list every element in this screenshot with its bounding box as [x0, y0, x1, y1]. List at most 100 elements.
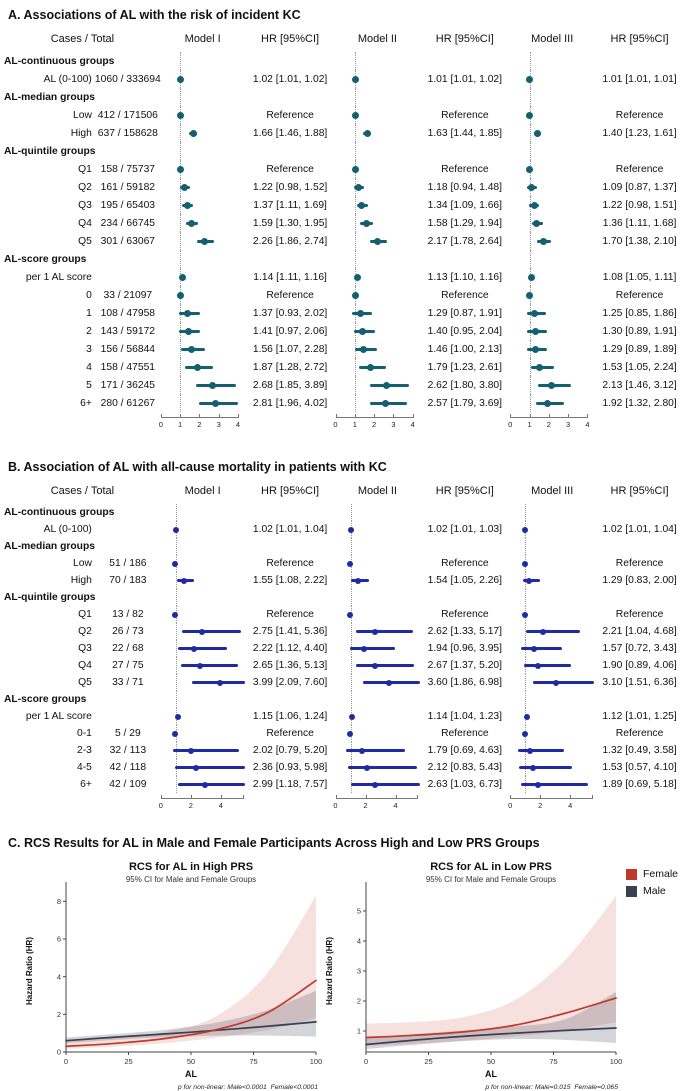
hr-text: 2.62 [1.33, 5.17] [427, 626, 503, 637]
point-estimate-dot [187, 747, 194, 754]
axis-tick [190, 795, 192, 799]
axis-tick-label: 2 [363, 801, 368, 810]
forest-section-row: AL-score groups [4, 691, 685, 708]
forest-plot-cell [510, 555, 594, 572]
reference-line [180, 358, 182, 376]
reference-line [525, 504, 527, 521]
hr-text: 1.79 [0.69, 4.63] [427, 745, 503, 756]
forest-plot-cell [336, 691, 420, 708]
axis-tick-label: 2 [538, 801, 543, 810]
row-cases: 637 / 158628 [97, 127, 158, 139]
col-model: Model I [184, 33, 221, 45]
row-cases: 33 / 71 [112, 677, 144, 688]
point-estimate-dot [527, 183, 535, 191]
y-axis-label: Hazard Ratio (HR) [325, 937, 334, 1005]
forest-plot-cell [336, 538, 420, 555]
forest-row: Q3 22 / 68 2.22 [1.12, 4.40] 1.94 [0.96, 3.… [4, 640, 685, 657]
hr-text: 1.01 [1.01, 1.01] [602, 73, 677, 85]
point-estimate-dot [358, 201, 366, 209]
ci-band-female [366, 896, 616, 1046]
nonlinear-p-caption: p for non-linear: Male=0.015 Female=0.06… [484, 1084, 618, 1091]
hr-text: 2.67 [1.37, 5.20] [427, 660, 503, 671]
point-estimate-dot [372, 662, 379, 669]
axis-tick-label: 1 [352, 420, 357, 429]
reference-line [525, 589, 527, 606]
col-model: Model III [531, 485, 574, 497]
hr-text: 1.57 [0.72, 3.43] [602, 643, 677, 654]
reference-line [529, 124, 531, 142]
rcs-chart-high-prs: 0 2 4 6 8 0 25 50 75 100 RCS for AL in High PRS 95%… [25, 861, 322, 1091]
forest-row: per 1 AL score 1.15 [1.06, 1.24] 1.14 [1.0… [4, 708, 685, 725]
point-estimate-dot [198, 628, 205, 635]
row-label: AL (0-100) [43, 73, 92, 85]
hr-text: Reference [441, 289, 489, 301]
forest-plot-cell [336, 742, 420, 759]
hr-text: 1.37 [1.11, 1.69] [253, 199, 327, 211]
row-cases: 412 / 171506 [97, 109, 158, 121]
forest-body-b: AL-continuous groups AL (0-100) 1.02 [1.01… [4, 504, 685, 793]
row-label: per 1 AL score [25, 271, 92, 283]
forest-row: Q1 158 / 75737 Reference Reference Reference [4, 160, 685, 178]
section-label: AL-continuous groups [4, 55, 115, 67]
legend-label-male: Male [643, 885, 666, 897]
axis-tick [220, 795, 222, 799]
forest-header-b: Cases / Total Model I HR [95%CI] Model II HR… [4, 480, 685, 502]
y-tick-label: 1 [357, 1027, 361, 1036]
forest-row: High 70 / 183 1.55 [1.08, 2.22] 1.54 [1.05,… [4, 572, 685, 589]
hr-text: 1.02 [1.01, 1.03] [427, 524, 503, 535]
row-label: Q2 [78, 181, 92, 193]
forest-plot-cell [336, 776, 420, 793]
reference-line [180, 124, 182, 142]
row-label: 1 [86, 307, 92, 319]
point-estimate-dot [527, 273, 535, 281]
point-estimate-dot [540, 628, 547, 635]
ci-line [177, 647, 227, 650]
axis-line [335, 798, 418, 799]
panel-c-title: C. RCS Results for AL in Male and Female… [8, 836, 540, 850]
axis-tick-label: 2 [372, 420, 377, 429]
point-estimate-dot [533, 129, 541, 137]
forest-row: Low 412 / 171506 Reference Reference Referen… [4, 106, 685, 124]
hr-text: 2.12 [0.83, 5.43] [427, 762, 503, 773]
point-estimate-dot [174, 713, 181, 720]
forest-plot-cell [161, 691, 245, 708]
forest-axis-b: 0 2 4 0 2 4 0 2 4 [4, 793, 685, 810]
axis-tick [160, 795, 162, 799]
forest-plot-cell [336, 657, 420, 674]
forest-plot-cell [161, 759, 245, 776]
legend-item-male: Male [626, 885, 678, 897]
row-label: 2-3 [76, 745, 92, 756]
hr-text: 1.22 [0.98, 1.52] [252, 181, 328, 193]
x-tick-label: 50 [187, 1057, 195, 1066]
ci-line [172, 749, 239, 752]
axis-tick-label: 0 [508, 801, 513, 810]
section-label: AL-median groups [4, 91, 95, 103]
reference-line [354, 214, 356, 232]
rcs-title: RCS for AL in High PRS [129, 861, 253, 873]
point-estimate-dot [366, 363, 374, 371]
forest-plot-cell [161, 268, 245, 286]
forest-plot-cell [510, 124, 594, 142]
legend-label-female: Female [643, 868, 679, 880]
panel-b-forest: B. Association of AL with all-cause mort… [0, 452, 685, 810]
x-axis: 0 2 4 [508, 793, 594, 810]
reference-line [180, 394, 182, 412]
forest-row: High 637 / 158628 1.66 [1.46, 1.88] 1.63 [1… [4, 124, 685, 142]
point-estimate-dot [521, 611, 528, 618]
point-estimate-dot [526, 577, 533, 584]
hr-text: 2.57 [1.79, 3.69] [427, 397, 503, 409]
point-estimate-dot [521, 730, 528, 737]
forest-plot-cell [161, 142, 245, 160]
hr-text: Reference [441, 609, 489, 620]
col-model: Model II [357, 33, 397, 45]
rcs-title: RCS for AL in Low PRS [430, 861, 552, 873]
x-axis-label: AL [485, 1069, 497, 1079]
reference-line [354, 196, 356, 214]
point-estimate-dot [521, 560, 528, 567]
row-label: Q4 [78, 217, 92, 229]
hr-text: Reference [615, 609, 664, 620]
hr-text: Reference [615, 289, 664, 301]
forest-plot-cell [336, 106, 420, 124]
rcs-line-female [365, 997, 617, 1039]
